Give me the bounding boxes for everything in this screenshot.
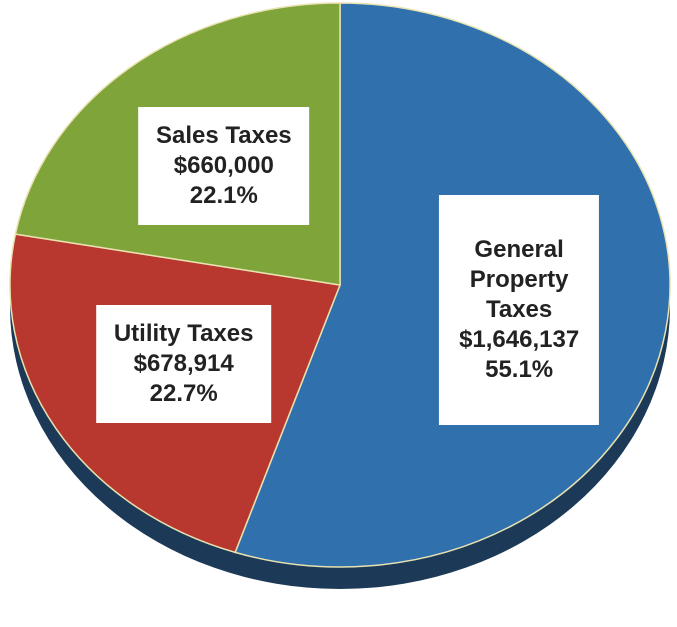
percent-label: 55.1% [485,355,554,383]
category-label: Sales Taxes [155,121,292,149]
value-label: $678,914 [133,349,234,377]
category-label: General Property Taxes [469,235,569,323]
percent-label: 22.7% [149,379,218,407]
category-label: Utility Taxes [113,319,254,347]
slice-label: General Property Taxes $1,646,137 55.1% [439,194,600,425]
value-label: $1,646,137 [459,325,580,353]
slice-label: Sales Taxes $660,000 22.1% [137,106,310,225]
percent-label: 22.1% [189,181,258,209]
slice-label: Utility Taxes $678,914 22.7% [95,304,272,423]
value-label: $660,000 [173,151,274,179]
